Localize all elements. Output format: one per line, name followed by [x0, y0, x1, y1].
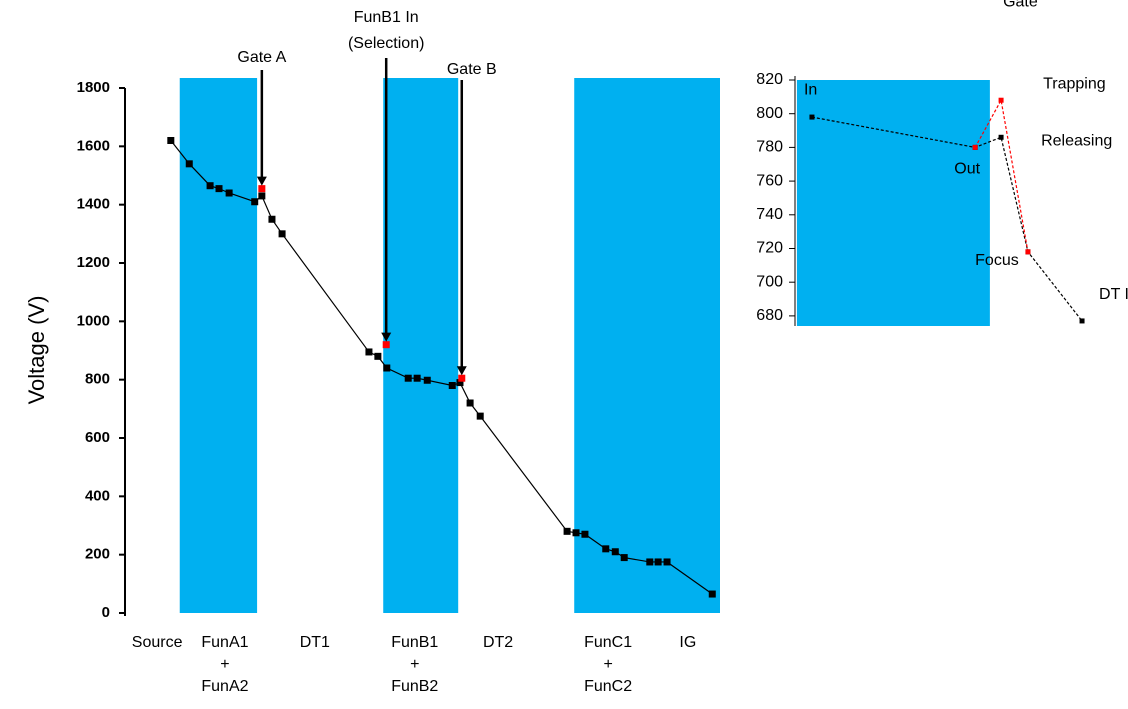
y-tick-label: 740 [756, 206, 783, 223]
y-tick-label: 720 [756, 240, 783, 257]
data-point [278, 230, 286, 238]
data-point [448, 382, 456, 389]
data-point [456, 379, 464, 387]
x-tick-label: IG [679, 634, 696, 651]
data-point [458, 374, 466, 382]
data-point [563, 527, 571, 535]
region-band [574, 78, 720, 613]
data-point [809, 114, 815, 120]
data-point [215, 185, 223, 193]
series-line [974, 98, 1029, 252]
data-point [167, 137, 175, 144]
data-point [206, 182, 214, 190]
y-tick-label: 760 [756, 172, 783, 189]
x-tick-label: DT1 [300, 634, 330, 651]
annotation: Gate B [447, 61, 497, 78]
annotation: Gate A [237, 49, 286, 66]
y-tick-label: 1200 [77, 254, 110, 271]
y-tick-label: 680 [756, 307, 783, 324]
arrow-head [381, 332, 392, 342]
data-point [708, 590, 716, 598]
y-tick-label: 600 [85, 429, 110, 446]
y-axis-label: Voltage (V) [24, 296, 49, 405]
x-tick-label: DT2 [483, 634, 513, 651]
data-point [258, 185, 266, 193]
data-point [611, 548, 619, 556]
data-point [663, 558, 671, 566]
data-point [476, 412, 484, 420]
data-point [374, 352, 382, 360]
data-point [998, 97, 1004, 103]
data-point [413, 374, 421, 382]
x-tick-label: FunA1 + FunA2 [201, 634, 248, 695]
data-point [225, 189, 233, 197]
data-point [581, 530, 589, 538]
arrow-head [456, 366, 467, 376]
y-tick-label: 400 [85, 487, 110, 504]
data-point [383, 364, 391, 372]
data-point [404, 374, 412, 382]
x-tick-label: FunB1 + FunB2 [391, 634, 438, 695]
arrow-head [256, 176, 267, 186]
y-tick-label: 820 [756, 71, 783, 88]
point-label: DT In [1099, 286, 1128, 303]
region-band [179, 78, 258, 613]
y-tick-label: 0 [102, 604, 110, 621]
region-band [796, 80, 990, 326]
x-tick-label: Source [132, 634, 183, 651]
data-point [423, 376, 431, 384]
data-point [972, 144, 978, 150]
series-line [811, 116, 1083, 322]
region-band [383, 78, 459, 613]
data-point [365, 348, 373, 356]
data-point [268, 215, 276, 223]
point-label: Releasing [1041, 133, 1112, 150]
y-tick-label: 800 [85, 371, 110, 388]
data-point [185, 160, 193, 168]
point-label: Out [954, 161, 980, 178]
y-tick-label: 700 [756, 273, 783, 290]
data-point [382, 341, 390, 349]
x-tick-label: FunC1 + FunC2 [584, 634, 632, 695]
point-label: Gate [1003, 0, 1038, 10]
data-point [654, 558, 662, 566]
point-label: Focus [975, 252, 1019, 269]
y-tick-label: 1400 [77, 196, 110, 213]
data-point [620, 554, 628, 562]
point-label: Trapping [1043, 75, 1106, 92]
data-point [258, 192, 266, 200]
y-tick-label: 800 [756, 105, 783, 122]
data-point [646, 558, 654, 566]
y-tick-label: 780 [756, 139, 783, 156]
y-tick-label: 1800 [77, 79, 110, 96]
data-point [998, 134, 1004, 140]
point-label: In [804, 81, 817, 98]
y-tick-label: 200 [85, 546, 110, 563]
data-point [602, 545, 610, 553]
data-point [572, 529, 580, 537]
y-tick-label: 1000 [77, 312, 110, 329]
data-point [1025, 249, 1031, 255]
data-point [1079, 318, 1085, 324]
data-point [251, 198, 259, 206]
annotation: FunB1 In (Selection) [348, 9, 424, 52]
data-point [466, 399, 474, 407]
y-tick-label: 1600 [77, 137, 110, 154]
